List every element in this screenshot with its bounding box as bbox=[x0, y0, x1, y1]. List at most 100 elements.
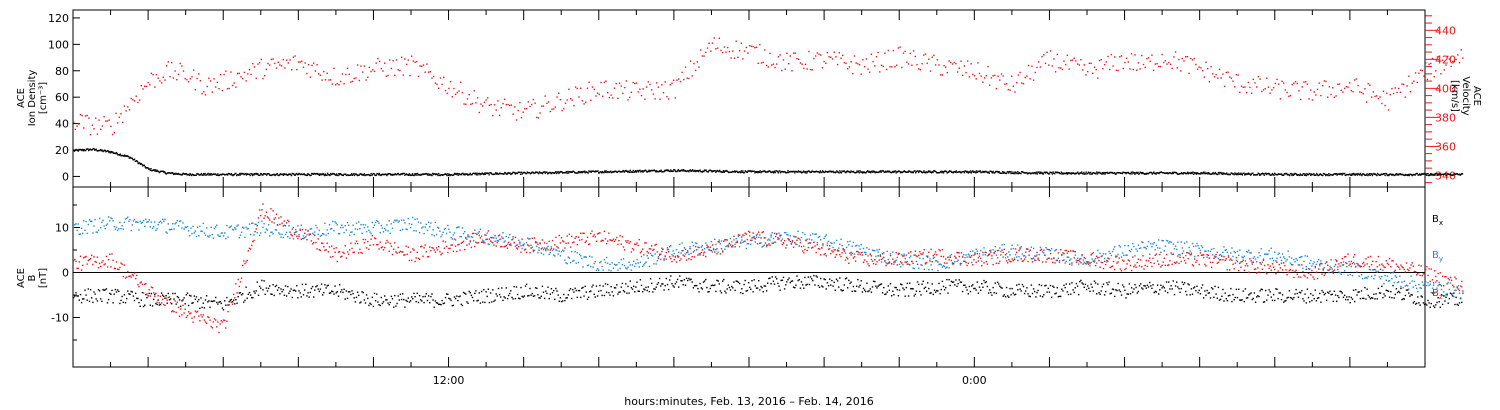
density-point bbox=[491, 173, 493, 175]
by-point bbox=[1124, 244, 1126, 247]
bx-point bbox=[162, 294, 164, 296]
by-point bbox=[266, 229, 269, 231]
density-point bbox=[1440, 174, 1442, 176]
velocity-point bbox=[1232, 80, 1234, 82]
density-point bbox=[881, 170, 884, 172]
bx-point bbox=[1421, 296, 1423, 298]
bx-point bbox=[451, 305, 453, 307]
by-point bbox=[655, 263, 657, 265]
density-point bbox=[1169, 172, 1171, 174]
density-point bbox=[1327, 174, 1329, 177]
bx-point bbox=[244, 299, 246, 302]
density-point bbox=[504, 171, 506, 174]
by-point bbox=[489, 236, 492, 239]
velocity-point bbox=[581, 100, 584, 102]
by-point bbox=[736, 240, 738, 242]
velocity-point bbox=[1054, 71, 1057, 73]
bx-point bbox=[1435, 304, 1437, 306]
density-point bbox=[1260, 173, 1262, 175]
bx-point bbox=[494, 299, 496, 301]
bx-point bbox=[1409, 295, 1411, 297]
by-point bbox=[687, 250, 689, 252]
density-point bbox=[495, 173, 498, 175]
density-point bbox=[143, 164, 145, 166]
velocity-point bbox=[667, 98, 670, 100]
by-point bbox=[525, 241, 528, 244]
bx-point bbox=[687, 279, 689, 282]
bx-point bbox=[980, 289, 982, 291]
velocity-point bbox=[433, 75, 435, 78]
velocity-point bbox=[914, 55, 916, 58]
by-point bbox=[870, 258, 873, 261]
by-point bbox=[545, 250, 547, 252]
by-point bbox=[654, 253, 656, 255]
bx-point bbox=[1094, 282, 1097, 284]
velocity-point bbox=[1188, 72, 1190, 75]
density-point bbox=[676, 170, 678, 173]
by-point bbox=[568, 257, 571, 259]
density-point bbox=[186, 174, 188, 176]
bx-point bbox=[246, 297, 248, 299]
velocity-point bbox=[314, 70, 317, 72]
by-point bbox=[1207, 250, 1209, 252]
bx-point bbox=[1272, 293, 1275, 296]
velocity-point bbox=[336, 82, 338, 85]
velocity-point bbox=[1441, 59, 1444, 61]
density-point bbox=[1412, 174, 1414, 176]
by-point bbox=[712, 247, 715, 250]
velocity-point bbox=[1223, 85, 1226, 88]
density-point bbox=[1008, 172, 1010, 174]
density-point bbox=[262, 174, 264, 176]
velocity-point bbox=[350, 81, 352, 83]
bx-point bbox=[764, 285, 767, 287]
bx-point bbox=[808, 283, 811, 286]
by-point bbox=[999, 247, 1001, 249]
by-point bbox=[674, 255, 676, 257]
velocity-point bbox=[485, 99, 487, 101]
by-point bbox=[1168, 242, 1170, 244]
density-point bbox=[1184, 172, 1186, 174]
bx-point bbox=[1174, 285, 1177, 287]
density-point bbox=[1057, 172, 1060, 174]
density-point bbox=[866, 171, 868, 173]
bx-point bbox=[217, 303, 219, 305]
velocity-point bbox=[1129, 68, 1131, 70]
density-point bbox=[1041, 171, 1043, 174]
density-point bbox=[857, 170, 860, 172]
by-point bbox=[593, 262, 595, 265]
by-point bbox=[106, 223, 109, 225]
density-point bbox=[1366, 173, 1368, 175]
bx-point bbox=[791, 280, 794, 282]
bx-point bbox=[208, 300, 210, 302]
density-point bbox=[1379, 174, 1382, 176]
velocity-point bbox=[936, 59, 938, 61]
density-point bbox=[550, 172, 553, 175]
by-point bbox=[523, 243, 526, 245]
bx-point bbox=[1197, 291, 1199, 294]
velocity-point bbox=[938, 64, 940, 66]
bx-point bbox=[285, 295, 288, 297]
bx-point bbox=[754, 285, 756, 287]
by-point bbox=[771, 232, 773, 234]
density-point bbox=[489, 172, 491, 174]
by-point bbox=[1023, 255, 1026, 257]
bx-point bbox=[675, 281, 678, 283]
density-point bbox=[408, 173, 411, 175]
velocity-point bbox=[916, 63, 918, 66]
velocity-point bbox=[78, 123, 80, 125]
bx-point bbox=[260, 287, 262, 289]
bx-point bbox=[779, 289, 781, 291]
density-point bbox=[203, 174, 206, 176]
velocity-point bbox=[1320, 94, 1322, 97]
density-point bbox=[992, 170, 994, 173]
density-point bbox=[927, 171, 929, 173]
by-point bbox=[322, 233, 324, 235]
density-point bbox=[405, 173, 408, 175]
bx-point bbox=[1277, 297, 1279, 300]
density-point bbox=[1001, 172, 1003, 174]
bx-point bbox=[958, 279, 960, 281]
velocity-point bbox=[1154, 63, 1156, 65]
density-point bbox=[1007, 171, 1009, 173]
velocity-point bbox=[514, 106, 516, 108]
by-point bbox=[703, 248, 706, 250]
